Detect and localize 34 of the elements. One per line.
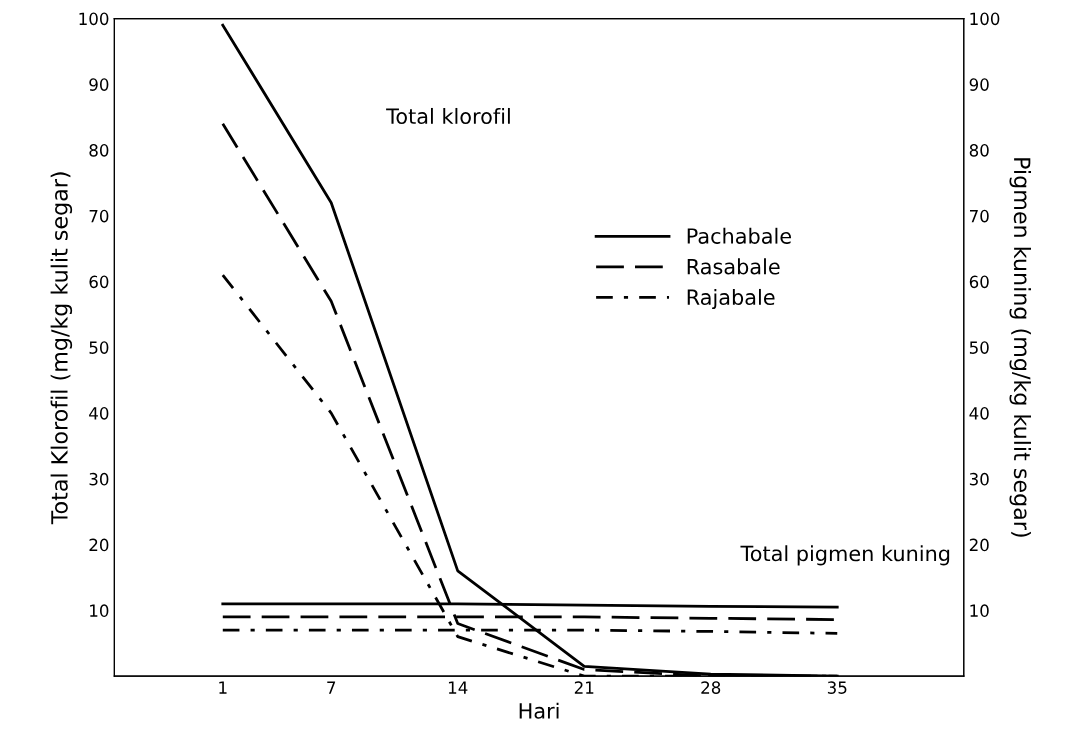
y2-tick-label: 10 (970, 604, 989, 617)
x-tick-label: 35 (827, 681, 847, 694)
y-tick-label: 10 (90, 604, 109, 617)
y-tick-label: 60 (89, 275, 109, 289)
x-tick-label: 21 (574, 681, 594, 694)
x-axis-title: Hari (519, 702, 559, 719)
y-tick-label: 70 (89, 209, 109, 223)
y2-tick-label: 20 (969, 538, 989, 552)
y-tick-label: 20 (89, 538, 109, 552)
y2-tick-label: 60 (969, 275, 989, 289)
y2-tick-label: 30 (969, 472, 989, 486)
y-tick-label: 50 (89, 341, 109, 354)
y-tick-label: 80 (89, 144, 109, 157)
y2-tick-label: 80 (969, 144, 989, 157)
y2-tick-label: 100 (970, 12, 1000, 26)
x-tick-label: 14 (448, 681, 468, 694)
y-axis-title: Total Klorofil (mg/kg kulit segar) (50, 172, 73, 525)
y-tick-label: 100 (79, 12, 109, 26)
y2-tick-label: 70 (969, 209, 989, 223)
y2-tick-label: 90 (969, 78, 989, 91)
y2-axis-title: Pigmen kuning (mg/kg kulit segar) (1009, 158, 1031, 537)
annotation: Total klorofil (386, 107, 510, 125)
y2-tick-label: 40 (969, 407, 989, 420)
y-tick-label: 40 (89, 407, 109, 420)
legend-label: Rasabale (687, 258, 780, 275)
x-tick-label: 7 (327, 681, 336, 694)
legend-label: Rajabale (687, 288, 775, 310)
legend-label: Pachabale (687, 227, 792, 244)
y-tick-label: 30 (89, 472, 109, 486)
annotation: Total pigmen kuning (740, 545, 950, 566)
y-tick-label: 90 (89, 78, 109, 91)
x-tick-label: 1 (219, 681, 227, 694)
x-tick-label: 28 (701, 681, 721, 694)
y2-tick-label: 50 (969, 341, 989, 354)
